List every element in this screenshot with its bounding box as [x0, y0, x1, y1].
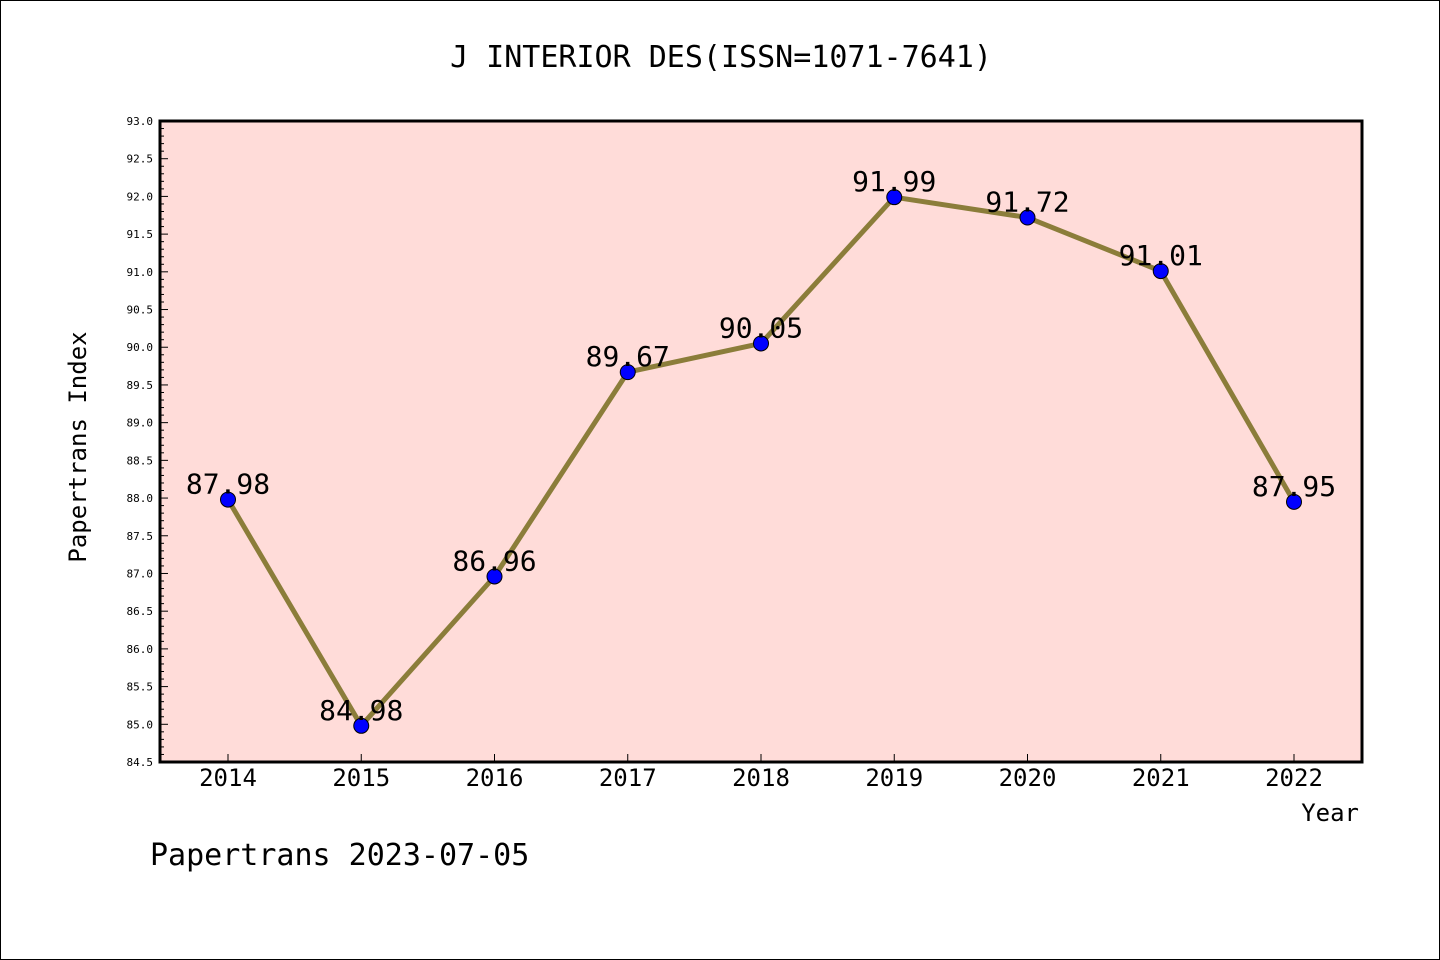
x-tick-label: 2022 [1265, 764, 1323, 792]
data-labels: 87.98 84.98 86.96 89.67 90.05 91.99 91.72 91.01… [186, 165, 1336, 727]
y-tick-label: 89.0 [127, 417, 154, 430]
y-tick-label: 86.0 [127, 643, 154, 656]
x-tick-label: 2016 [466, 764, 524, 792]
y-tick-label: 93.0 [127, 115, 154, 128]
y-tick-label: 88.0 [127, 492, 154, 505]
series-line-group [220, 189, 1302, 734]
data-point [619, 364, 636, 381]
footer-text: Papertrans 2023-07-05 [150, 838, 529, 873]
plot-border [158, 119, 1364, 764]
y-axis-label: Papertrans Index [64, 331, 92, 562]
data-label: 91.99 [852, 165, 936, 198]
y-tick-label: 92.0 [127, 190, 154, 203]
x-tick-label: 2018 [732, 764, 790, 792]
data-point [486, 568, 503, 585]
y-tick-label: 87.0 [127, 567, 154, 580]
y-tick-label: 85.0 [127, 718, 154, 731]
data-label: 87.98 [186, 468, 270, 501]
y-tick-label: 91.0 [127, 266, 154, 279]
data-point [1019, 209, 1036, 226]
data-label: 90.05 [719, 311, 803, 344]
x-axis-label: Year [1301, 799, 1359, 827]
data-point [353, 717, 370, 734]
x-tick-label: 2020 [999, 764, 1057, 792]
data-label: 87.95 [1252, 470, 1336, 503]
plot-area [160, 121, 1362, 762]
data-point [886, 189, 903, 206]
data-point [1286, 493, 1302, 510]
x-tick-label: 2014 [199, 764, 257, 792]
y-tick-label: 85.5 [127, 681, 154, 694]
data-point [220, 491, 236, 508]
x-tick-label: 2015 [332, 764, 390, 792]
data-point [1152, 263, 1169, 280]
data-label: 89.67 [586, 340, 670, 373]
y-tick-label: 90.5 [127, 304, 154, 317]
data-label: 91.72 [985, 186, 1069, 219]
y-tick-label: 84.5 [127, 756, 154, 769]
x-tick-label: 2017 [599, 764, 657, 792]
y-tick-label: 91.5 [127, 228, 154, 241]
chart-title: J INTERIOR DES(ISSN=1071-7641) [450, 40, 992, 75]
x-tick-label: 2019 [865, 764, 923, 792]
y-tick-label: 88.5 [127, 454, 154, 467]
y-tick-label: 86.5 [127, 605, 154, 618]
data-point [753, 335, 769, 352]
data-label: 84.98 [319, 694, 403, 727]
y-tick-label: 90.0 [127, 341, 154, 354]
x-tick-label: 2021 [1132, 764, 1190, 792]
y-tick-label: 92.5 [127, 153, 154, 166]
data-label: 86.96 [452, 544, 536, 577]
data-label: 91.01 [1119, 239, 1203, 272]
y-tick-label: 89.5 [127, 379, 154, 392]
x-axis: 2014 2015 2016 2017 2018 2019 2020 2021 2022 [199, 754, 1323, 792]
y-tick-label: 87.5 [127, 530, 154, 543]
